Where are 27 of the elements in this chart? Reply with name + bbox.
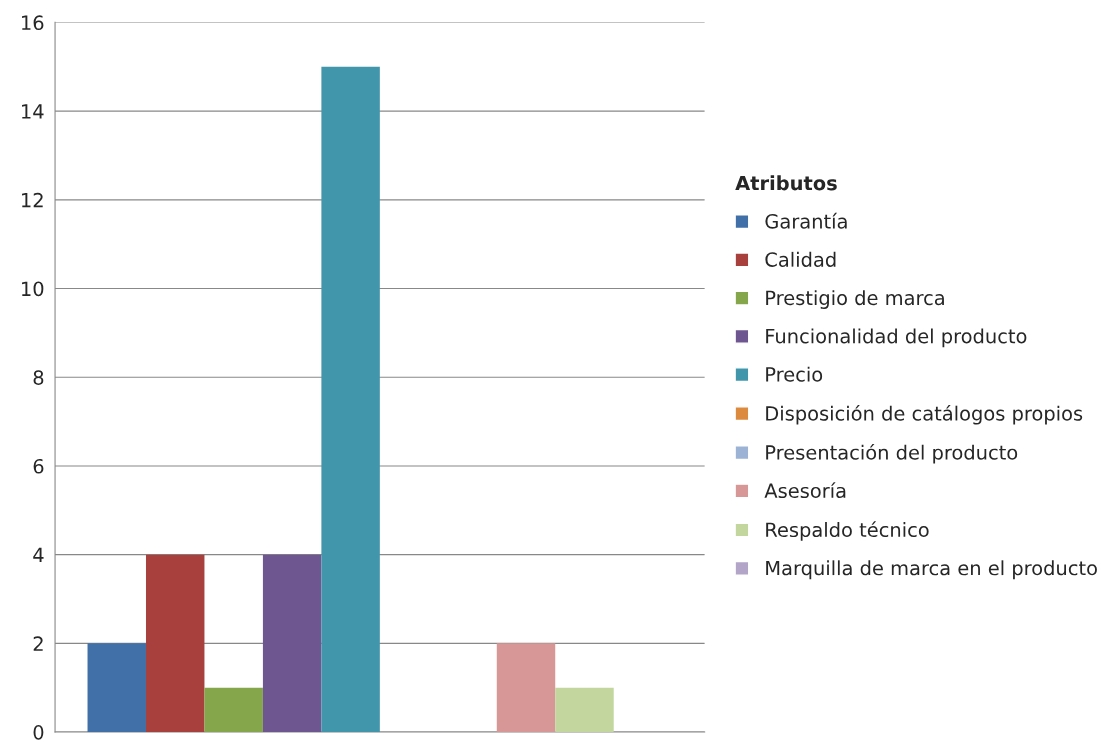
bar bbox=[204, 687, 263, 733]
legend-label: Garantía bbox=[765, 212, 847, 229]
bar bbox=[496, 643, 556, 733]
legend-label: Funcionalidad del producto bbox=[766, 328, 1027, 348]
bar bbox=[555, 687, 614, 733]
y-tick-label: 0 bbox=[33, 725, 44, 740]
bar bbox=[321, 66, 380, 733]
legend-label: Asesoría bbox=[764, 482, 846, 499]
legend-label: Respaldo técnico bbox=[766, 521, 929, 541]
y-tick-label: 10 bbox=[22, 281, 44, 297]
legend-title: Atributos bbox=[735, 175, 837, 191]
legend-label: Marquilla de marca en el producto bbox=[766, 560, 1097, 580]
legend-label: Presentación del producto bbox=[766, 443, 1018, 464]
y-tick-label: 8 bbox=[33, 370, 44, 385]
legend-label: Calidad bbox=[765, 251, 836, 267]
bar bbox=[262, 554, 322, 733]
legend-label: Precio bbox=[766, 366, 823, 382]
y-tick-label: 14 bbox=[22, 104, 44, 119]
y-tick-label: 6 bbox=[33, 458, 44, 474]
legend-label: Prestigio de marca bbox=[766, 290, 944, 309]
y-tick-label: 2 bbox=[33, 636, 43, 651]
legend-label: Disposición de catálogos propios bbox=[766, 404, 1083, 425]
bar bbox=[145, 554, 205, 733]
bar bbox=[87, 643, 146, 733]
y-tick-label: 16 bbox=[22, 15, 44, 31]
y-tick-label: 4 bbox=[33, 547, 44, 563]
y-tick-label: 12 bbox=[22, 192, 43, 208]
